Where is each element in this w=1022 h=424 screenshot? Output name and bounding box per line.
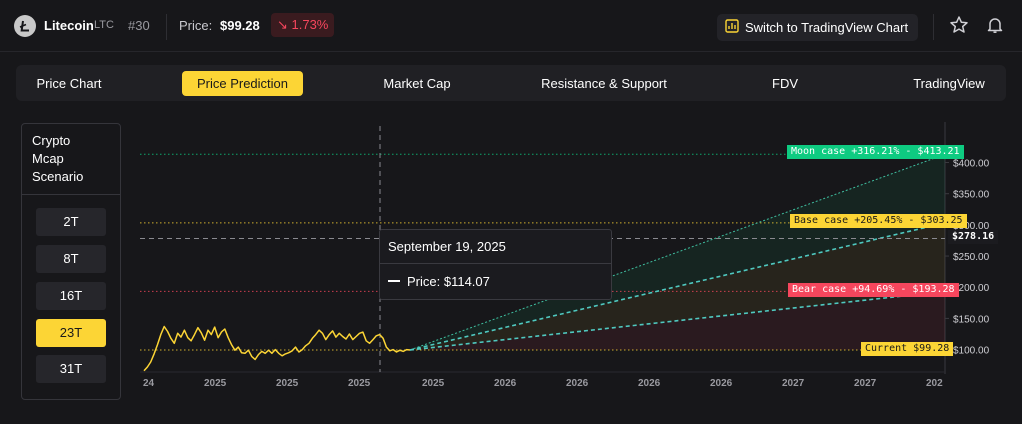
tab-price-chart[interactable]: Price Chart: [24, 71, 114, 96]
scenario-option-2t[interactable]: 2T: [36, 208, 106, 236]
chart-icon: [725, 19, 739, 36]
y-tick-label: $100.00: [953, 346, 990, 357]
crosshair-price-label: $278.16: [948, 230, 998, 244]
switch-tradingview-button[interactable]: Switch to TradingView Chart: [717, 14, 918, 41]
coin-name: Litecoin: [44, 18, 94, 33]
current-price-label: Current $99.28: [861, 342, 953, 356]
scenario-option-16t[interactable]: 16T: [36, 282, 106, 310]
moon-case-label: Moon case +316.21% - $413.21: [787, 145, 964, 159]
x-tick-label: 2027: [782, 378, 805, 389]
x-tick-label: 2025: [204, 378, 227, 389]
litecoin-logo-icon: [14, 15, 36, 37]
y-tick-label: $150.00: [953, 314, 990, 325]
tab-tradingview[interactable]: TradingView: [903, 71, 995, 96]
price-value: $99.28: [220, 18, 260, 33]
header-divider: [933, 14, 934, 40]
price-alert-button[interactable]: [982, 14, 1008, 40]
x-tick-label: 2026: [494, 378, 517, 389]
tooltip-divider: [380, 263, 611, 264]
header-divider: [166, 14, 167, 40]
x-tick-label: 24: [143, 378, 155, 389]
switch-tradingview-label: Switch to TradingView Chart: [745, 20, 908, 35]
coin-symbol: LTC: [94, 19, 114, 31]
scenario-option-8t[interactable]: 8T: [36, 245, 106, 273]
bear-case-label: Bear case +94.69% - $193.28: [788, 283, 959, 297]
price-history-line: [144, 327, 410, 371]
y-tick-label: $250.00: [953, 252, 990, 263]
tooltip-price: Price: $114.07: [407, 274, 490, 289]
x-tick-label: 202: [926, 378, 943, 389]
tab-resistance-support[interactable]: Resistance & Support: [531, 71, 677, 96]
tooltip-series-marker: [388, 280, 400, 282]
tab-price-prediction[interactable]: Price Prediction: [182, 71, 303, 96]
x-tick-label: 2025: [348, 378, 371, 389]
scenario-title: Crypto Mcap Scenario: [32, 132, 112, 186]
price-label: Price:: [179, 18, 212, 33]
tab-market-cap[interactable]: Market Cap: [369, 71, 465, 96]
scenario-divider: [22, 194, 120, 195]
watchlist-star-button[interactable]: [946, 14, 972, 40]
coin-header: Litecoin LTC #30 Price: $99.28 ↘ 1.73% S…: [0, 0, 1022, 52]
mcap-scenario-panel: Crypto Mcap Scenario 2T 8T 16T 23T 31T: [21, 123, 121, 400]
bell-icon: [986, 16, 1004, 39]
x-tick-label: 2026: [710, 378, 733, 389]
chart-tabs: Price Chart Price Prediction Market Cap …: [16, 65, 1006, 101]
price-change-badge: ↘ 1.73%: [271, 13, 334, 37]
base-case-label: Base case +205.45% - $303.25: [790, 214, 967, 228]
x-tick-label: 2025: [422, 378, 445, 389]
coin-rank: #30: [128, 18, 150, 33]
star-icon: [949, 15, 969, 40]
tab-fdv[interactable]: FDV: [755, 71, 815, 96]
y-tick-label: $350.00: [953, 190, 990, 201]
scenario-option-23t[interactable]: 23T: [36, 319, 106, 347]
x-tick-label: 2026: [566, 378, 589, 389]
x-tick-label: 2027: [854, 378, 877, 389]
x-tick-label: 2025: [276, 378, 299, 389]
scenario-option-31t[interactable]: 31T: [36, 355, 106, 383]
tooltip-date: September 19, 2025: [388, 239, 506, 254]
chart-tooltip: September 19, 2025 Price: $114.07: [379, 229, 612, 300]
x-tick-label: 2026: [638, 378, 661, 389]
y-tick-label: $400.00: [953, 159, 990, 170]
